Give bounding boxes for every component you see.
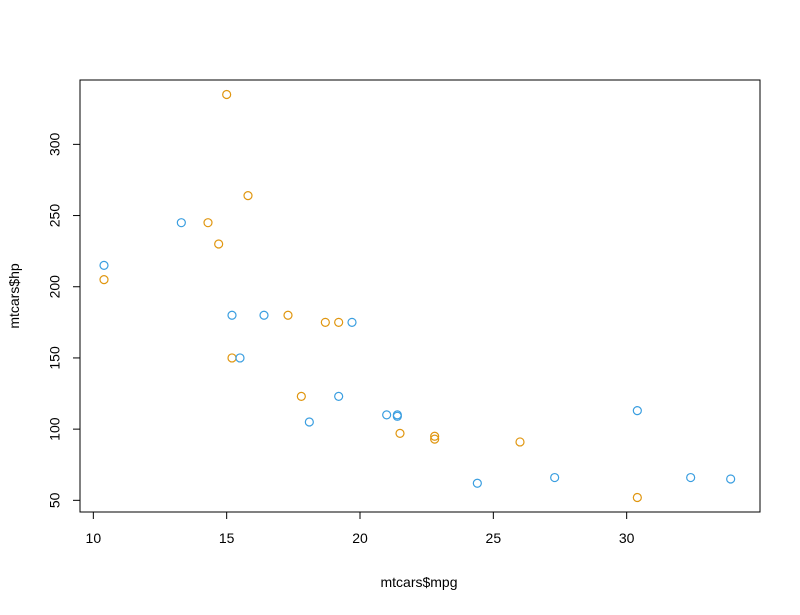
x-axis-title: mtcars$mpg [380, 574, 457, 590]
x-tick-label: 15 [219, 530, 235, 546]
plot-box [79, 79, 761, 513]
data-point [392, 411, 402, 421]
y-tick-label: 50 [47, 492, 63, 508]
data-point [243, 191, 253, 201]
data-point [296, 391, 306, 401]
data-point [515, 437, 525, 447]
data-point [334, 391, 344, 401]
data-point [726, 474, 736, 484]
x-tick-label: 25 [486, 530, 502, 546]
data-point [99, 275, 109, 285]
data-point [472, 478, 482, 488]
data-point [382, 410, 392, 420]
y-tick-label: 100 [47, 417, 63, 441]
y-axis-title: mtcars$hp [6, 263, 22, 329]
data-point [430, 431, 440, 441]
data-point [347, 317, 357, 327]
data-point [430, 434, 440, 444]
data-point [304, 417, 314, 427]
data-point [227, 310, 237, 320]
y-tick-label: 300 [47, 132, 63, 156]
data-point [632, 492, 642, 503]
data-point [395, 428, 405, 439]
data-point [214, 239, 224, 249]
data-point [259, 310, 269, 320]
data-point [227, 353, 237, 363]
x-tick-label: 30 [619, 530, 635, 546]
data-point [550, 472, 560, 483]
x-tick-label: 10 [86, 530, 102, 546]
data-point [320, 317, 330, 327]
x-axis: 10 15 20 25 30 [86, 511, 635, 546]
data-point [203, 218, 213, 228]
data-point [235, 353, 245, 363]
data-point [99, 260, 109, 270]
x-tick-label: 20 [352, 530, 368, 546]
data-points [99, 89, 736, 503]
data-point [283, 310, 293, 320]
data-point [222, 89, 232, 100]
data-point [632, 406, 642, 416]
y-tick-label: 150 [47, 346, 63, 370]
data-point [176, 218, 186, 228]
y-tick-label: 200 [47, 275, 63, 299]
y-tick-label: 250 [47, 204, 63, 228]
data-point [686, 472, 696, 483]
data-point [334, 317, 344, 327]
y-axis: 50 100 150 200 250 300 [47, 132, 81, 508]
